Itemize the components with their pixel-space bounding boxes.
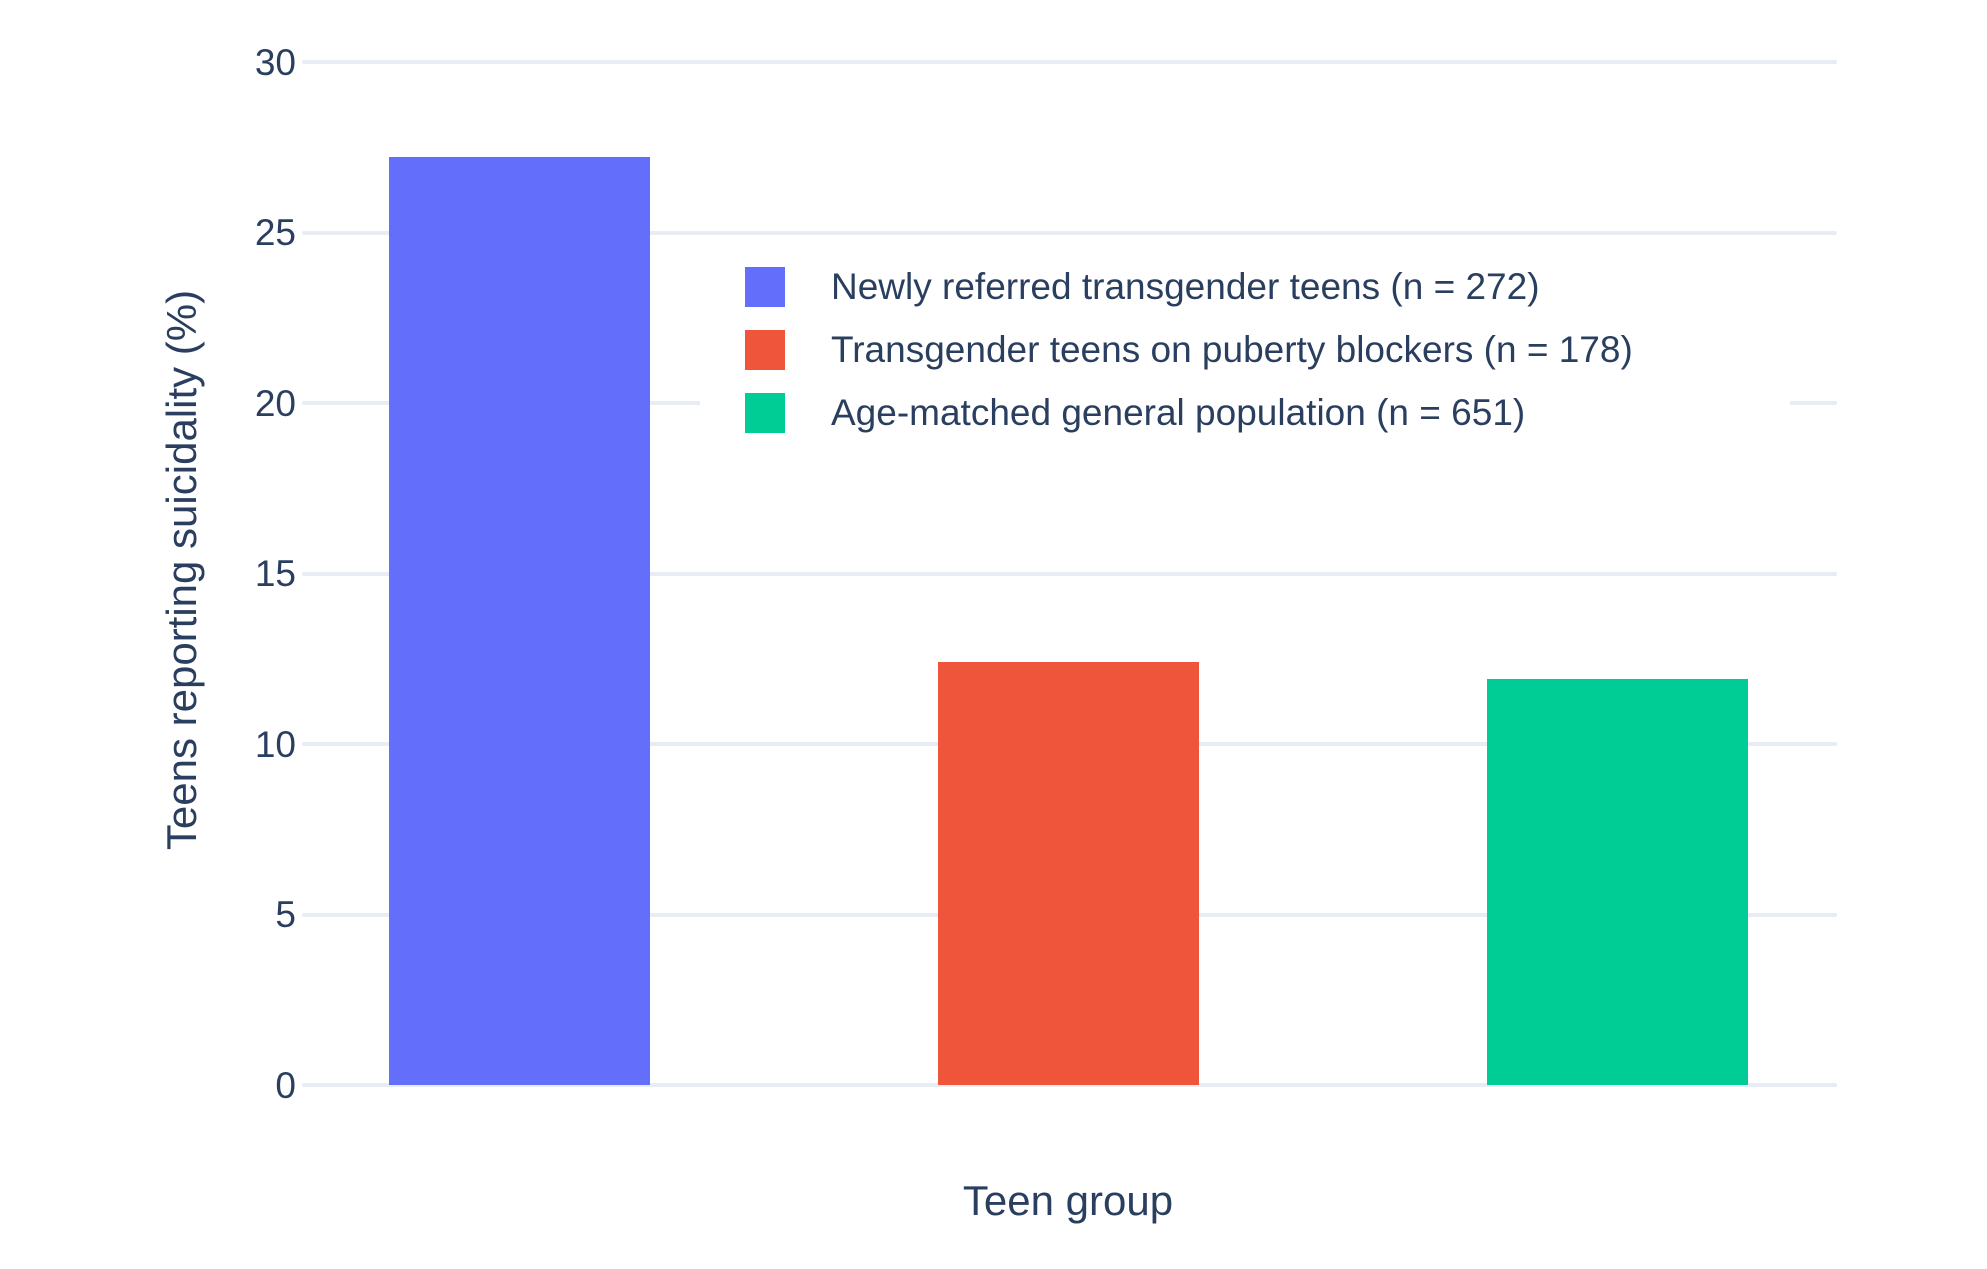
legend-label: Newly referred transgender teens (n = 27… <box>831 266 1540 307</box>
y-tick-label-0: 0 <box>275 1064 296 1106</box>
gridline-y-25 <box>302 230 1837 235</box>
y-tick-label-20: 20 <box>254 382 296 424</box>
legend-item-newly-referred-transgender-teens[interactable]: Newly referred transgender teens (n = 27… <box>745 267 1790 307</box>
legend-item-transgender-teens-on-puberty-blockers[interactable]: Transgender teens on puberty blockers (n… <box>745 330 1790 370</box>
gridline-y-15 <box>302 571 1837 576</box>
legend-swatch-icon <box>745 393 785 433</box>
x-axis-title: Teen group <box>962 1177 1174 1224</box>
y-tick-label-10: 10 <box>254 723 296 765</box>
y-tick-label-15: 15 <box>254 553 296 594</box>
y-axis-title: Teens reporting suicidality (%) <box>158 289 205 851</box>
gridline-y-30 <box>302 60 1837 64</box>
gridline-y-0 <box>302 1083 1837 1087</box>
legend: Newly referred transgender teens (n = 27… <box>700 258 1790 442</box>
legend-label: Age-matched general population (n = 651) <box>831 392 1526 433</box>
bar-transgender-teens-on-puberty-blockers[interactable] <box>938 662 1199 1085</box>
legend-label: Transgender teens on puberty blockers (n… <box>831 329 1633 370</box>
y-tick-label-5: 5 <box>275 894 296 935</box>
bar-newly-referred-transgender-teens[interactable] <box>389 157 650 1085</box>
legend-swatch-icon <box>745 330 785 370</box>
bar-age-matched-general-population[interactable] <box>1487 679 1748 1085</box>
y-tick-label-30: 30 <box>254 41 296 83</box>
legend-swatch-icon <box>745 267 785 307</box>
y-tick-label-25: 25 <box>254 212 296 253</box>
legend-item-age-matched-general-population[interactable]: Age-matched general population (n = 651) <box>745 393 1790 433</box>
